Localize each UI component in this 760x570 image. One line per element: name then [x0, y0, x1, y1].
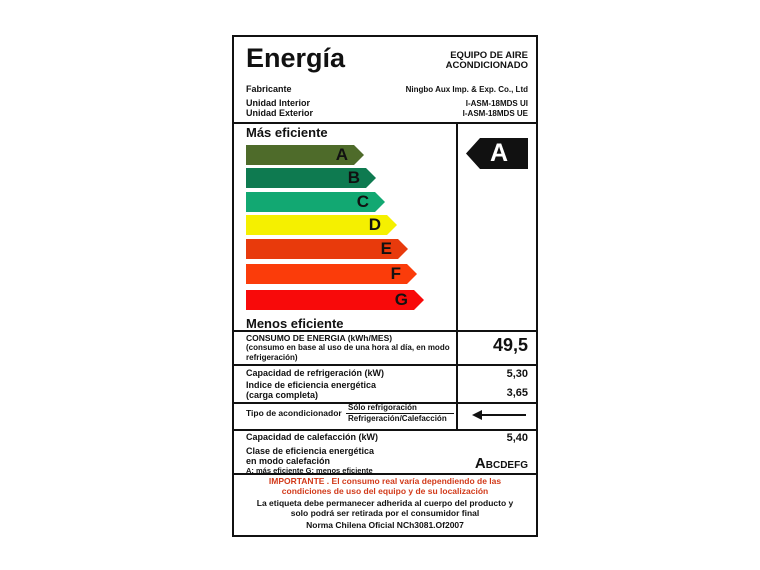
consumption-value: 49,5	[492, 335, 528, 355]
type-indicator-arrow	[472, 410, 526, 420]
heating-capacity: 5,40	[506, 432, 528, 444]
bar-letter: F	[390, 264, 401, 283]
manufacturer: Ningbo Aux Imp. & Exp. Co., Ltd	[405, 85, 528, 94]
rating-letter: A	[490, 139, 509, 167]
energy-label: Energía EQUIPO DE AIRE ACONDICIONADO Fabr…	[232, 35, 538, 537]
heating-capacity-label: Capacidad de calefacción (kW)	[246, 432, 379, 442]
bar-letter: G	[394, 290, 408, 309]
type-label: Tipo de acondicionador	[246, 408, 342, 418]
type-options: Sólo refrigoración Refrigeración/Calefacc…	[346, 403, 454, 424]
consumption-label: CONSUMO DE ENERGIA (kWh/MES) (consumo en …	[246, 333, 450, 362]
efficiency-bar-b: B	[246, 168, 376, 188]
rating-arrow: A	[466, 138, 528, 169]
label-notice: La etiqueta debe permanecer adherida al …	[256, 498, 514, 518]
product-type: EQUIPO DE AIRE ACONDICIONADO	[445, 50, 528, 71]
eer-label: Indice de eficiencia energética (carga co…	[246, 380, 377, 400]
important-notice: IMPORTANTE . El consumo real varía depen…	[268, 476, 502, 496]
manufacturer-label: Fabricante	[246, 84, 292, 94]
eer-value: 3,65	[506, 387, 528, 399]
cooling-capacity: 5,30	[506, 368, 528, 380]
most-efficient-label: Más eficiente	[246, 125, 328, 140]
efficiency-bar-f: F	[246, 264, 417, 284]
bar-letter: C	[356, 192, 369, 211]
bar-letter: B	[347, 168, 360, 187]
outdoor-label: Unidad Exterior	[246, 108, 314, 118]
heating-class: ABCDEFG	[474, 455, 528, 472]
bar-letter: E	[380, 239, 392, 258]
cooling-capacity-label: Capacidad de refrigeración (kW)	[246, 368, 385, 378]
efficiency-bar-d: D	[246, 215, 397, 235]
efficiency-bar-c: C	[246, 192, 385, 212]
heating-class-label: Clase de eficiencia energética en modo ca…	[246, 446, 375, 475]
efficiency-bar-a: A	[246, 145, 364, 165]
bar-letter: D	[368, 215, 381, 234]
norm: Norma Chilena Oficial NCh3081.Of2007	[306, 520, 464, 530]
efficiency-bar-g: G	[246, 290, 424, 310]
outdoor-model: I-ASM-18MDS UE	[462, 109, 528, 118]
bar-letter: A	[335, 145, 348, 164]
title: Energía	[246, 43, 346, 73]
least-efficient-label: Menos eficiente	[246, 316, 344, 331]
efficiency-bar-e: E	[246, 239, 408, 259]
indoor-label: Unidad Interior	[246, 98, 311, 108]
indoor-model: I-ASM-18MDS UI	[465, 99, 528, 108]
